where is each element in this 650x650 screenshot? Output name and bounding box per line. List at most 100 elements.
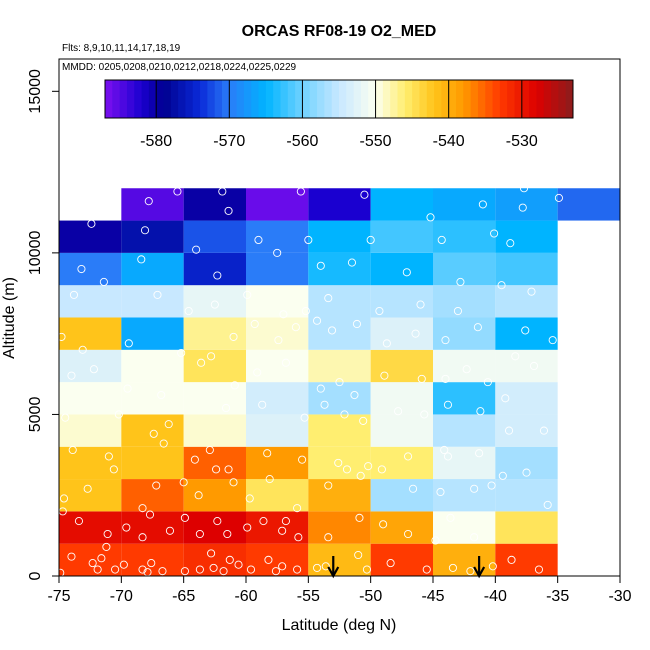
colorbar-swatch: [265, 80, 274, 118]
heatmap-cell: [183, 382, 246, 415]
sample-point: [470, 533, 479, 542]
heatmap-cell: [370, 382, 433, 415]
heatmap-cell: [433, 317, 496, 350]
sample-point: [529, 361, 539, 371]
heatmap-cell: [495, 382, 558, 415]
heatmap-cell: [246, 543, 309, 576]
colorbar-swatch: [543, 80, 552, 118]
heatmap-cell: [121, 349, 184, 383]
sample-point: [258, 400, 267, 409]
heatmap-cell: [433, 446, 496, 480]
sample-point: [271, 567, 280, 576]
heatmap-cell: [370, 317, 433, 350]
heatmap-cell: [246, 220, 309, 253]
plot-frame: [58, 58, 621, 577]
sample-point: [321, 562, 330, 571]
sample-point: [145, 510, 155, 519]
sample-point: [316, 261, 325, 270]
colorbar-swatch: [229, 80, 238, 118]
sample-point: [243, 290, 252, 299]
heatmap-cell: [246, 252, 309, 286]
heatmap-cell: [308, 511, 371, 544]
sample-point: [324, 533, 333, 542]
heatmap-cell: [370, 220, 433, 253]
heatmap-cell: [370, 349, 433, 383]
sample-point: [466, 567, 475, 576]
y-tick-label: 5000: [27, 397, 44, 433]
sample-point: [448, 563, 457, 572]
heatmap-cell: [246, 511, 309, 544]
sample-point: [488, 562, 497, 571]
heatmap-cell: [433, 479, 496, 512]
colorbar-swatch: [558, 80, 567, 118]
heatmap-cell: [433, 382, 496, 415]
sample-point: [59, 494, 69, 503]
sample-point: [293, 565, 302, 574]
sample-point: [152, 481, 161, 490]
sample-point: [250, 319, 259, 329]
sample-point: [355, 513, 364, 522]
sample-point: [222, 403, 231, 413]
sample-point: [159, 439, 168, 448]
sample-point: [522, 468, 531, 477]
heatmap-cell: [121, 511, 184, 544]
colorbar-swatch: [412, 80, 420, 118]
x-tick-label: -40: [484, 588, 507, 605]
colorbar-swatch: [112, 80, 121, 118]
sample-point: [177, 348, 186, 358]
colorbar-swatch: [119, 80, 128, 118]
heatmap-cell: [246, 188, 309, 221]
colorbar-swatch: [287, 80, 296, 118]
sample-point: [417, 374, 426, 383]
sample-point: [359, 416, 368, 425]
sample-point: [263, 449, 272, 458]
colorbar-swatch: [258, 80, 267, 118]
sample-point: [77, 264, 86, 274]
heatmap-cell: [183, 543, 246, 576]
sample-point: [138, 533, 147, 542]
colorbar-swatch: [485, 80, 494, 118]
heatmap-cell: [183, 414, 246, 447]
colorbar-swatch: [331, 80, 340, 118]
colorbar-swatch: [456, 80, 464, 118]
colorbar-swatch: [426, 80, 435, 118]
colorbar-swatch: [419, 80, 428, 118]
heatmap-cell: [433, 543, 496, 576]
heatmap-cell: [59, 414, 122, 447]
sample-point: [173, 187, 182, 196]
sample-point: [300, 413, 309, 422]
sample-point: [123, 384, 132, 393]
sample-point: [411, 329, 420, 338]
sample-point: [352, 319, 362, 329]
colorbar-swatch: [360, 80, 369, 118]
sample-point: [195, 565, 204, 574]
sample-point: [212, 465, 221, 474]
colorbar-swatch: [346, 80, 355, 118]
sample-points: [56, 184, 563, 577]
sample-point: [501, 394, 510, 403]
heatmap-cell: [495, 252, 558, 286]
x-tick-label: -75: [47, 588, 70, 605]
colorbar-swatch: [309, 80, 318, 118]
heatmap-cell: [121, 252, 184, 286]
sample-point: [229, 332, 238, 341]
sample-point: [497, 281, 506, 290]
colorbar-swatch: [273, 80, 281, 118]
heatmap-cell: [308, 252, 371, 286]
sample-point: [347, 258, 357, 267]
sample-point: [350, 390, 359, 400]
colorbar-swatch: [302, 80, 311, 118]
sample-point: [335, 378, 344, 387]
heatmap-cell: [557, 188, 620, 221]
y-axis: 0 5000 10000 15000: [27, 69, 59, 580]
heatmap-cell: [308, 543, 371, 576]
chart-title: ORCAS RF08-19 O2_MED: [242, 23, 437, 40]
sample-point: [356, 471, 365, 480]
colorbar-swatch: [295, 80, 303, 118]
sample-point: [476, 407, 485, 416]
sample-point: [102, 542, 111, 551]
colorbar-swatch: [492, 80, 501, 118]
sample-point: [190, 455, 199, 464]
sample-point: [487, 481, 496, 490]
colorbar-swatch: [521, 80, 530, 118]
